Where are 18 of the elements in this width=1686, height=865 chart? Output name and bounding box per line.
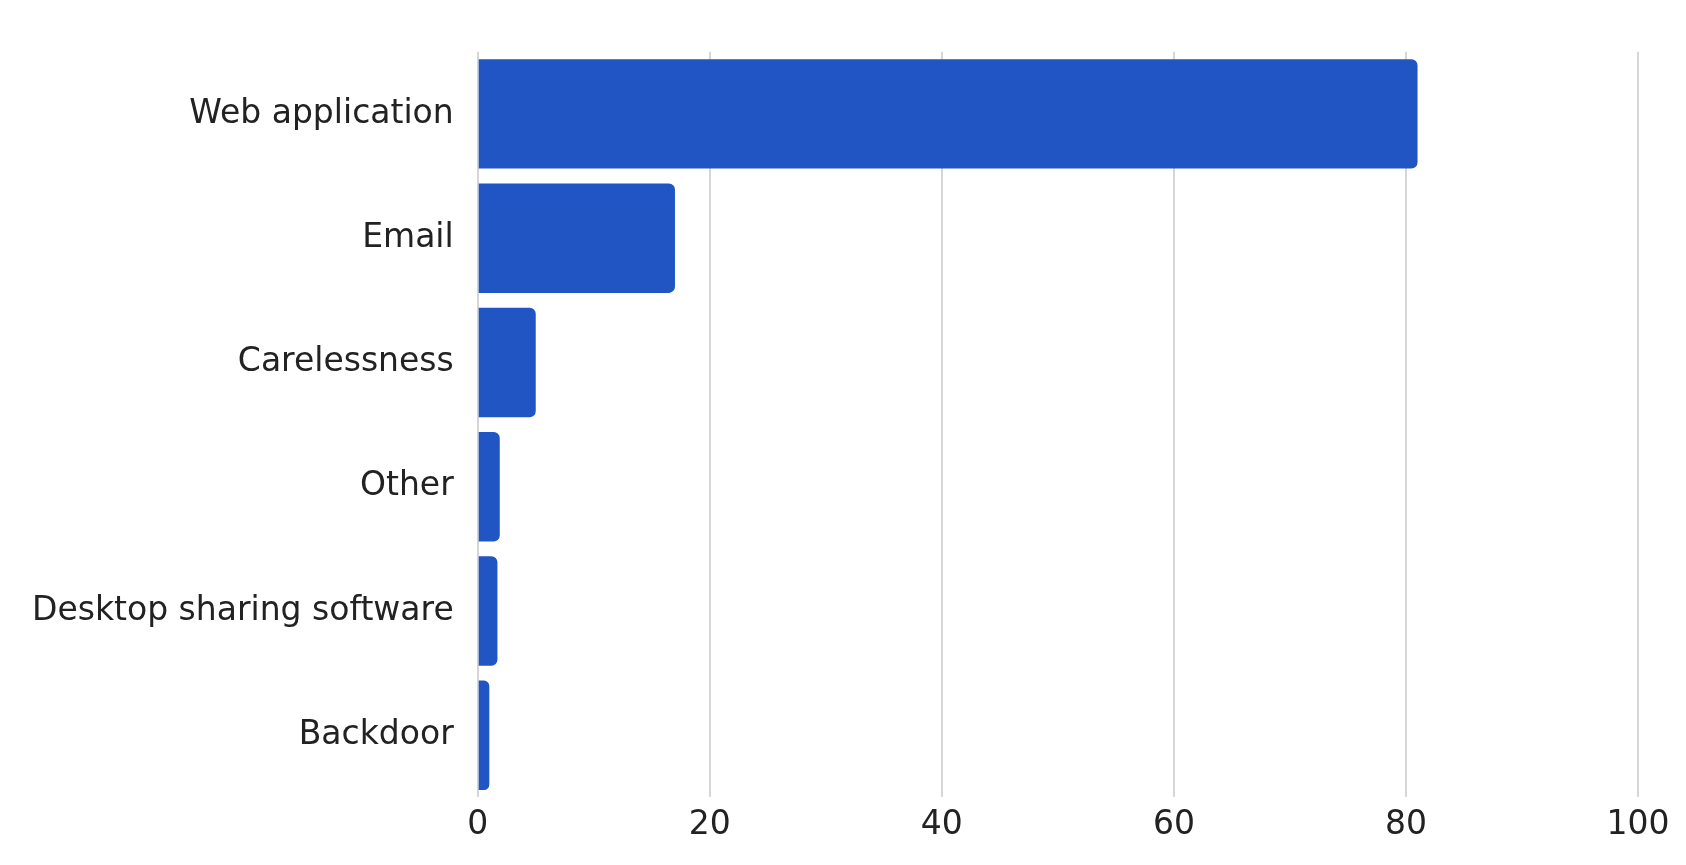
x-tick-label: 40 bbox=[920, 802, 963, 842]
bar bbox=[478, 59, 1418, 169]
y-tick-label: Desktop sharing software bbox=[32, 588, 454, 628]
x-tick-label: 80 bbox=[1384, 802, 1427, 842]
x-tick-label: 20 bbox=[688, 802, 731, 842]
bar bbox=[478, 307, 536, 418]
y-tick-label: Email bbox=[362, 215, 454, 255]
bar bbox=[478, 680, 490, 790]
y-tick-label: Other bbox=[360, 464, 455, 504]
x-tick-label: 0 bbox=[467, 802, 489, 842]
y-tick-label: Backdoor bbox=[298, 712, 455, 752]
x-tick-label: 100 bbox=[1606, 802, 1670, 842]
bar bbox=[478, 556, 498, 666]
bar bbox=[478, 183, 675, 293]
bar bbox=[478, 432, 500, 542]
y-tick-label: Web application bbox=[189, 91, 454, 131]
x-tick-label: 60 bbox=[1152, 802, 1195, 842]
y-tick-label: Carelessness bbox=[237, 340, 454, 380]
